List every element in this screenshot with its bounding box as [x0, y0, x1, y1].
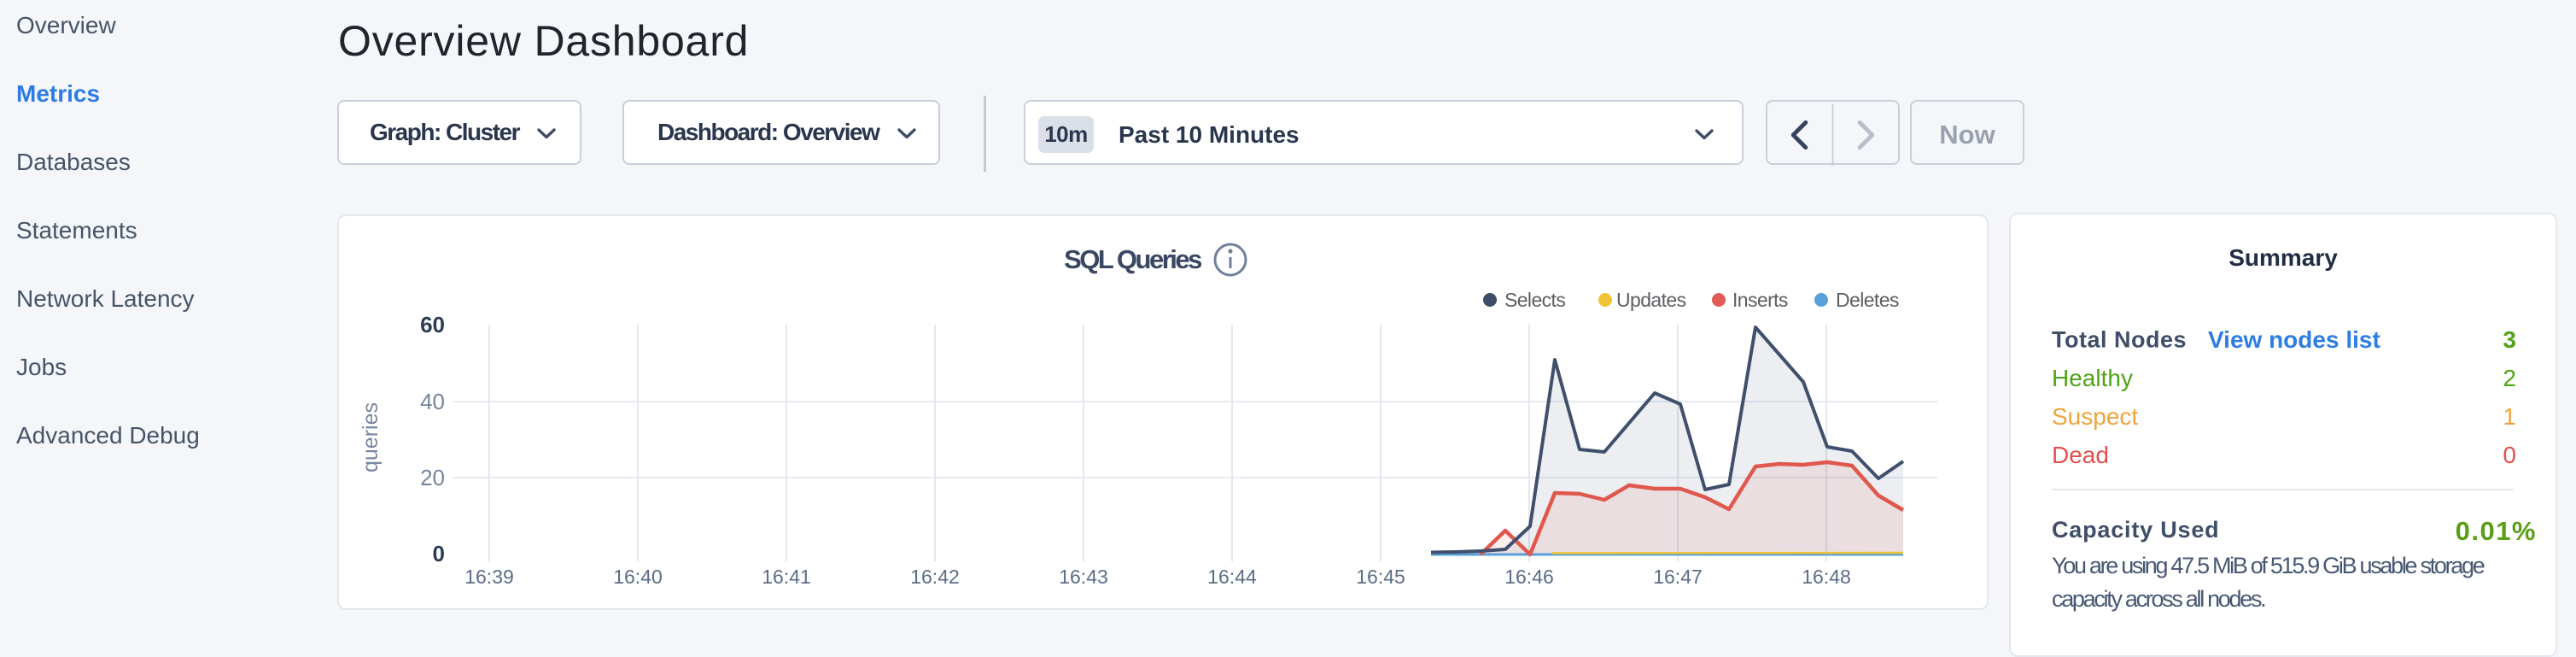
svg-text:16:48: 16:48	[1802, 566, 1851, 588]
svg-text:16:46: 16:46	[1504, 566, 1554, 588]
svg-text:16:42: 16:42	[910, 566, 960, 588]
svg-text:40: 40	[420, 389, 445, 414]
svg-text:16:44: 16:44	[1207, 566, 1257, 588]
svg-text:16:39: 16:39	[464, 566, 514, 588]
svg-text:16:43: 16:43	[1059, 566, 1108, 588]
svg-text:16:41: 16:41	[762, 566, 811, 588]
svg-text:queries: queries	[359, 402, 383, 472]
svg-text:Deletes: Deletes	[1836, 289, 1899, 311]
svg-text:Inserts: Inserts	[1732, 289, 1788, 311]
svg-text:SQL Queries: SQL Queries	[1064, 244, 1201, 274]
svg-text:Selects: Selects	[1504, 289, 1565, 311]
svg-text:16:45: 16:45	[1356, 566, 1405, 588]
svg-text:Updates: Updates	[1616, 289, 1686, 311]
svg-text:60: 60	[420, 312, 445, 337]
svg-text:20: 20	[420, 465, 445, 490]
svg-text:16:47: 16:47	[1653, 566, 1703, 588]
svg-text:16:40: 16:40	[613, 566, 663, 588]
svg-text:0: 0	[433, 541, 445, 566]
